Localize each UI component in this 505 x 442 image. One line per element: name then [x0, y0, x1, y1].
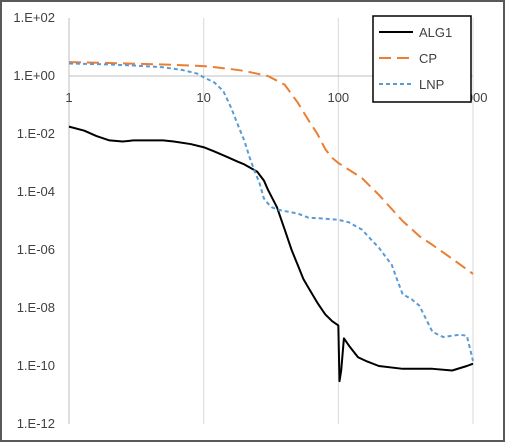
series-line-cp: [68, 61, 474, 275]
legend-label-alg1: ALG1: [419, 25, 452, 40]
y-tick-label: 1.E+00: [13, 68, 55, 83]
series-line-lnp: [68, 62, 474, 362]
x-tick-label: 100: [327, 90, 349, 105]
y-tick-label: 1.E-04: [17, 184, 55, 199]
y-tick-label: 1.E-06: [17, 242, 55, 257]
legend-label-cp: CP: [419, 51, 437, 66]
x-tick-label: 10: [196, 90, 210, 105]
series-lines: [68, 61, 474, 383]
x-tick-label: 1: [65, 90, 72, 105]
y-tick-label: 1.E-02: [17, 126, 55, 141]
y-tick-label: 1.E-08: [17, 300, 55, 315]
legend-label-lnp: LNP: [419, 77, 444, 92]
y-tick-label: 1.E-12: [17, 416, 55, 431]
y-tick-label: 1.E+02: [13, 10, 55, 25]
y-tick-label: 1.E-10: [17, 358, 55, 373]
legend: ALG1 CP LNP: [372, 15, 472, 103]
series-line-alg1: [68, 125, 474, 383]
